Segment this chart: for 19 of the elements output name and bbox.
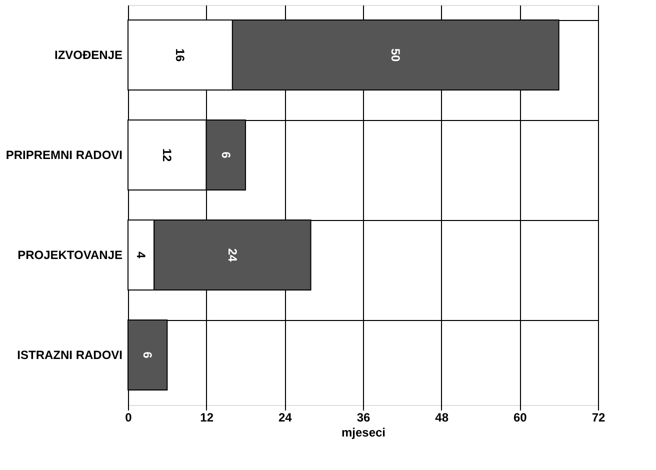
data-label: 6 bbox=[218, 152, 233, 159]
data-label: 16 bbox=[173, 48, 188, 62]
y-tick-label: IZVOĐENJE bbox=[54, 48, 122, 62]
x-tick-label: 60 bbox=[513, 410, 528, 424]
x-tick-label: 72 bbox=[592, 410, 606, 424]
x-tick-label: 0 bbox=[125, 410, 132, 424]
data-label: 4 bbox=[134, 252, 148, 259]
x-tick-label: 36 bbox=[356, 410, 370, 424]
data-label: 24 bbox=[225, 248, 240, 262]
y-tick-label: PRIPREMNI RADOVI bbox=[6, 148, 122, 162]
data-label: 6 bbox=[140, 352, 155, 359]
data-label: 12 bbox=[160, 148, 174, 162]
data-label: 50 bbox=[388, 48, 403, 62]
y-tick-label: ISTRAZNI RADOVI bbox=[17, 348, 122, 362]
x-tick-label: 48 bbox=[435, 410, 449, 424]
x-tick-label: 12 bbox=[200, 410, 214, 424]
x-tick-label: 24 bbox=[278, 410, 292, 424]
y-tick-label: PROJEKTOVANJE bbox=[18, 248, 122, 262]
x-axis-title: mjeseci bbox=[341, 426, 386, 440]
